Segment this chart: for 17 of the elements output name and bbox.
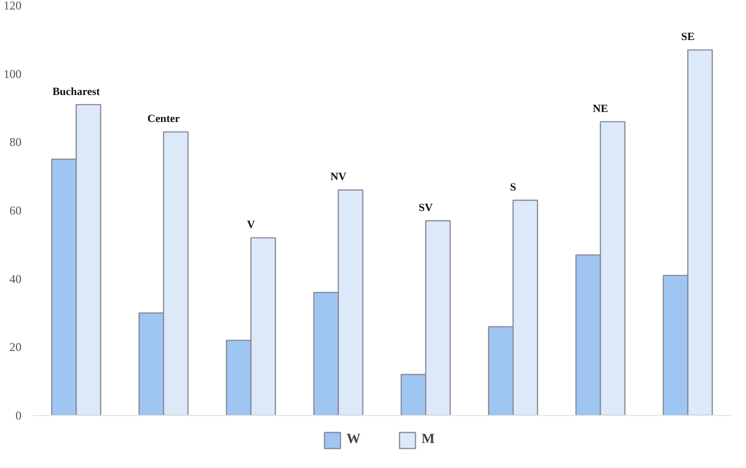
y-tick-label: 0 <box>16 408 22 422</box>
x-tick-label: S <box>510 181 516 194</box>
y-tick-label: 80 <box>10 135 22 150</box>
legend-label: W <box>346 432 362 448</box>
x-tick-label: SV <box>418 202 433 214</box>
y-tick-label: 40 <box>10 272 22 286</box>
y-tick-label: 60 <box>10 204 22 218</box>
y-tick-label: 20 <box>10 340 22 354</box>
x-tick-label: SE <box>681 31 695 44</box>
y-tick-label: 120 <box>4 0 22 12</box>
x-tick-label: Center <box>147 113 180 126</box>
x-tick-label: V <box>246 219 255 231</box>
y-tick-label: 100 <box>4 66 22 81</box>
x-tick-label: NV <box>330 171 346 184</box>
x-tick-label: NE <box>592 102 608 115</box>
x-tick-label: Bucharest <box>52 86 100 98</box>
legend-label: M <box>422 432 436 448</box>
